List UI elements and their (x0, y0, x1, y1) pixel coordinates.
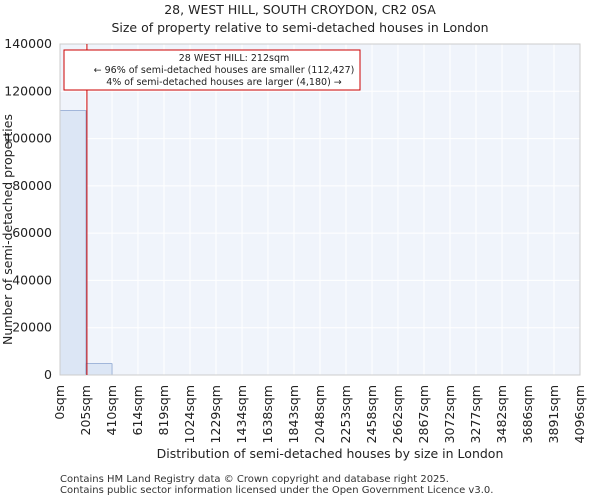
histogram-bar (59, 110, 87, 376)
footer-line-1: Contains HM Land Registry data © Crown c… (60, 474, 449, 485)
x-tick-label: 3686sqm (520, 385, 535, 443)
y-tick-label: 60000 (12, 225, 52, 240)
x-tick-label: 614sqm (130, 385, 145, 435)
x-tick-label: 3482sqm (494, 385, 509, 443)
annotation-box (63, 49, 361, 91)
y-axis-label: Number of semi-detached properties (0, 114, 15, 345)
x-tick-label: 1638sqm (260, 385, 275, 443)
y-tick-label: 40000 (12, 272, 52, 287)
x-tick-label: 205sqm (78, 385, 93, 435)
x-tick-label: 1229sqm (208, 385, 223, 443)
x-tick-label: 0sqm (52, 385, 67, 420)
y-tick-label: 20000 (12, 320, 52, 335)
x-axis-label: Distribution of semi-detached houses by … (157, 446, 504, 461)
annotation-line: ← 96% of semi-detached houses are smalle… (94, 65, 355, 76)
histogram-bar (85, 363, 113, 376)
chart-subtitle: Size of property relative to semi-detach… (111, 20, 489, 35)
y-tick-label: 0 (44, 367, 52, 382)
y-tick-label: 100000 (4, 131, 52, 146)
plot-frame (59, 43, 581, 376)
x-tick-label: 2048sqm (312, 385, 327, 443)
chart-title: 28, WEST HILL, SOUTH CROYDON, CR2 0SA (164, 2, 436, 17)
x-tick-label: 1843sqm (286, 385, 301, 443)
x-tick-label: 3277sqm (468, 385, 483, 443)
annotation-line: 28 WEST HILL: 212sqm (179, 53, 289, 64)
x-tick-label: 3891sqm (546, 385, 561, 443)
x-tick-label: 2458sqm (364, 385, 379, 443)
x-tick-label: 2253sqm (338, 385, 353, 443)
histogram-chart: 0 20000 40000 60000 80000 100000 120000 140000 0… (0, 36, 587, 461)
x-tick-label: 2867sqm (416, 385, 431, 443)
x-tick-label: 4096sqm (572, 385, 587, 443)
y-tick-label: 140000 (4, 36, 52, 51)
x-tick-label: 1024sqm (182, 385, 197, 443)
y-tick-label: 80000 (12, 178, 52, 193)
x-tick-label: 3072sqm (442, 385, 457, 443)
x-tick-label: 819sqm (156, 385, 171, 435)
x-tick-label: 410sqm (104, 385, 119, 435)
x-tick-label: 1434sqm (234, 385, 249, 443)
y-tick-label: 120000 (4, 83, 52, 98)
x-tick-label: 2662sqm (390, 385, 405, 443)
annotation-line: 4% of semi-detached houses are larger (4… (106, 77, 342, 88)
footer-line-2: Contains public sector information licen… (60, 485, 494, 496)
